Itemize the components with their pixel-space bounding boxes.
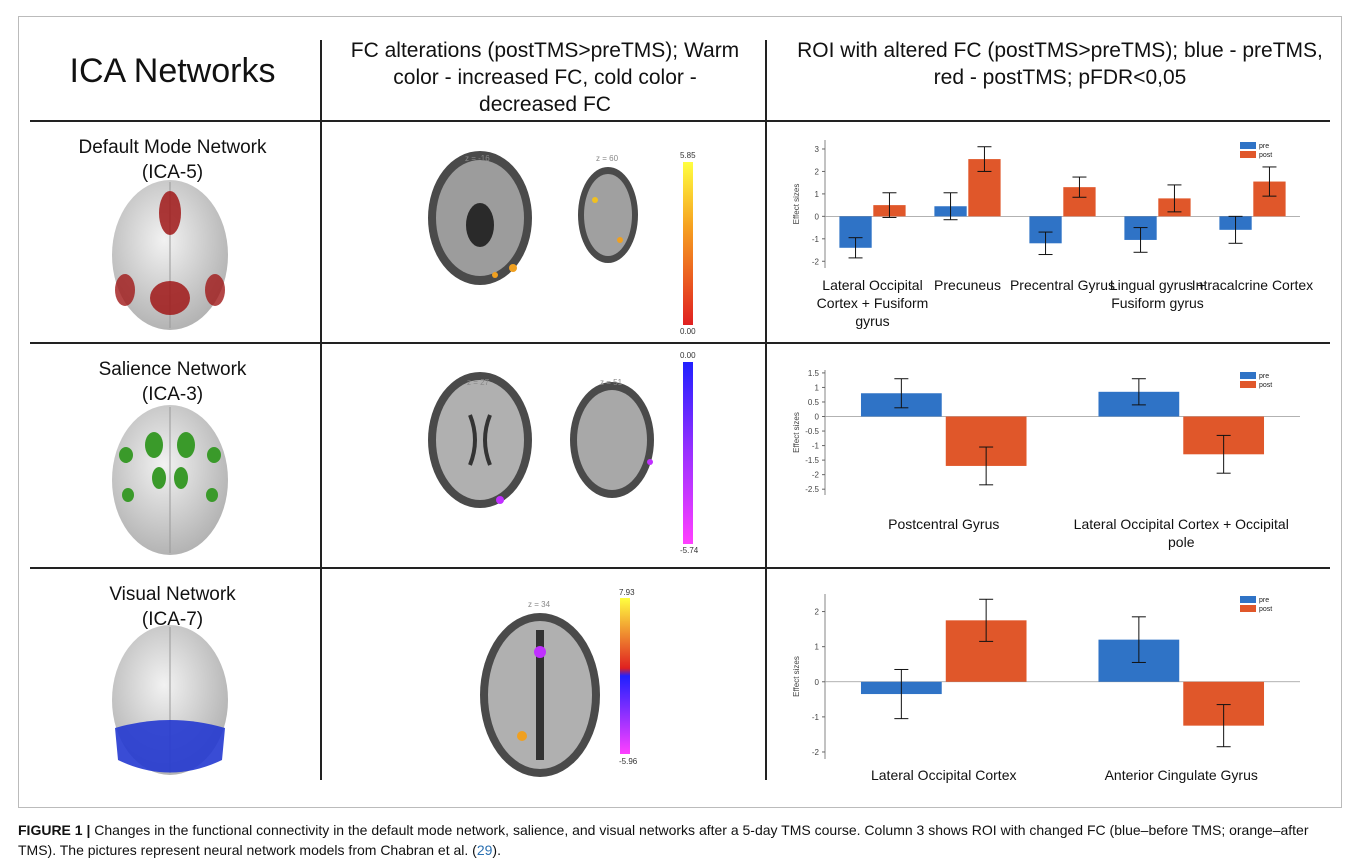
colorbar	[620, 598, 630, 754]
colorbar	[683, 162, 693, 325]
y-tick-label: 1	[815, 643, 820, 652]
brain-images	[0, 0, 780, 810]
colorbar-label: 7.93	[619, 588, 635, 597]
error-bar	[894, 669, 908, 718]
caption: FIGURE 1 | Changes in the functional con…	[18, 820, 1338, 860]
legend-swatch	[1240, 381, 1256, 388]
legend-swatch	[1240, 605, 1256, 612]
y-tick-label: 0	[815, 678, 820, 687]
y-tick-label: 0	[815, 413, 820, 422]
brain-slice	[428, 372, 654, 508]
legend-swatch	[1240, 596, 1256, 603]
legend-swatch	[1240, 372, 1256, 379]
colorbar-label: 0.00	[680, 327, 696, 336]
y-tick-label: -1	[812, 713, 820, 722]
legend-label: post	[1259, 152, 1272, 159]
legend-label: pre	[1259, 143, 1269, 150]
caption-ref[interactable]: 29	[477, 842, 493, 858]
colorbar-label: 0.00	[680, 351, 696, 360]
y-tick-label: 1.5	[808, 369, 820, 378]
slice-label: z = 60	[596, 154, 618, 163]
colorbar	[683, 362, 693, 544]
header-col3: ROI with altered FC (postTMS>preTMS); bl…	[790, 37, 1330, 91]
legend-label: post	[1259, 606, 1272, 613]
caption-label: FIGURE 1 |	[18, 822, 90, 838]
y-axis-label: Effect sizes	[792, 412, 801, 453]
x-tick-label: Lateral Occipital Cortex	[829, 766, 1059, 784]
y-tick-label: -2	[812, 748, 820, 757]
slice-label: z = 34	[528, 600, 550, 609]
colorbar-label: -5.74	[680, 546, 698, 555]
slice-label: z = -16	[465, 154, 490, 163]
colorbar-label: 5.85	[680, 151, 696, 160]
y-tick-label: 2	[815, 167, 820, 176]
y-tick-label: -2.5	[805, 485, 819, 494]
y-axis-label: Effect sizes	[792, 656, 801, 697]
colorbar-label: -5.96	[619, 757, 637, 766]
legend-label: pre	[1259, 373, 1269, 380]
x-tick-label: Lateral Occipital Cortex + Occipital pol…	[1066, 515, 1296, 551]
y-tick-label: 3	[815, 145, 820, 154]
brain-3d	[112, 405, 228, 555]
slice-label: z = 51	[600, 378, 622, 387]
brain-slice	[428, 151, 638, 285]
x-tick-label: Anterior Cingulate Gyrus	[1066, 766, 1296, 784]
y-tick-label: 0.5	[808, 398, 820, 407]
x-tick-label: Postcentral Gyrus	[829, 515, 1059, 533]
x-tick-label: Intracalcrine Cortex	[1190, 276, 1315, 294]
y-tick-label: 0	[815, 212, 820, 221]
chart-panel: -2 -1 0 1 2 Effect sizes pre post Lateral Occipi…	[780, 574, 1330, 799]
legend-swatch	[1240, 142, 1256, 149]
chart-panel: -2.5 -2 -1.5 -1 -0.5 0 0.5 1 1.5 Effect sizes pre p…	[780, 350, 1330, 562]
legend-label: pre	[1259, 597, 1269, 604]
caption-text: Changes in the functional connectivity i…	[18, 822, 1309, 858]
y-tick-label: -2	[812, 471, 820, 480]
y-tick-label: 1	[815, 190, 820, 199]
y-tick-label: -1	[812, 442, 820, 451]
brain-3d	[112, 180, 228, 330]
slice-label: z = 27	[467, 378, 489, 387]
y-tick-label: -1	[812, 235, 820, 244]
y-tick-label: -0.5	[805, 427, 819, 436]
brain-3d	[112, 625, 228, 775]
legend-swatch	[1240, 151, 1256, 158]
y-tick-label: 2	[815, 608, 820, 617]
legend-label: post	[1259, 382, 1272, 389]
caption-end: ).	[492, 842, 501, 858]
y-tick-label: -2	[812, 257, 820, 266]
y-tick-label: -1.5	[805, 456, 819, 465]
y-tick-label: 1	[815, 383, 820, 392]
brain-slice	[480, 613, 600, 777]
page: {"header": {"col1": "ICA Networks", "col…	[0, 0, 1358, 864]
y-axis-label: Effect sizes	[792, 184, 801, 225]
